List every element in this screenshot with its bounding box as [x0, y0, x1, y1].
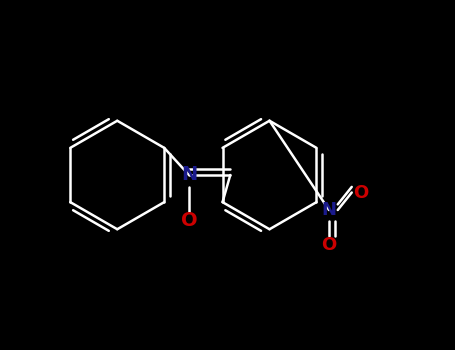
Text: O: O: [321, 236, 337, 254]
Text: O: O: [181, 211, 197, 230]
Text: N: N: [322, 201, 337, 219]
Text: N: N: [181, 166, 197, 184]
Text: O: O: [353, 183, 368, 202]
